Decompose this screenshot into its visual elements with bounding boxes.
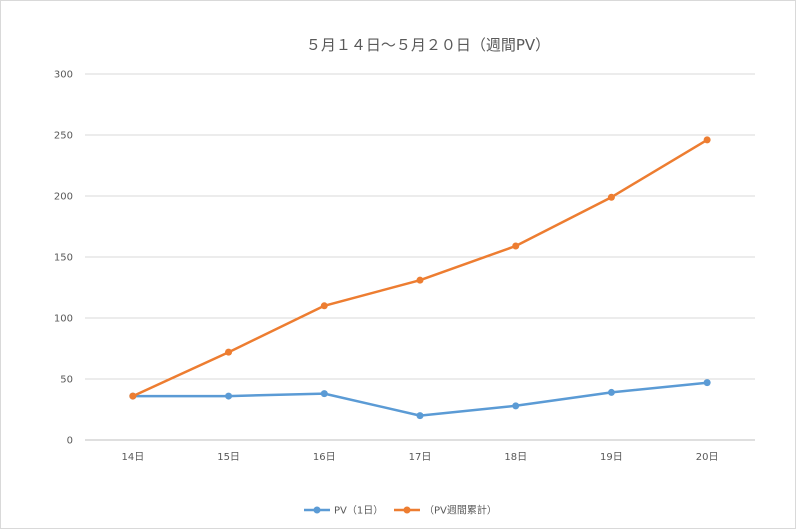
x-tick-label: 20日: [696, 452, 719, 463]
x-tick-label: 18日: [504, 452, 527, 463]
legend-label-2: （PV週間累計）: [424, 504, 497, 517]
axes: 0 50 100 150 200 250 300 14日 15日 16日 17日 18日 19日 20日: [54, 70, 755, 463]
series-2-point: [607, 193, 615, 201]
y-tick-label: 250: [54, 131, 73, 142]
series-1-point: [703, 379, 711, 387]
y-tick-label: 200: [54, 192, 73, 203]
x-tick-label: 17日: [409, 452, 432, 463]
series-2-point: [703, 136, 711, 144]
y-tick-label: 150: [54, 253, 73, 264]
series-2-point: [416, 276, 424, 284]
series-layer: [129, 136, 711, 420]
series-1-point: [416, 412, 424, 420]
series-1-point: [225, 392, 233, 400]
series-1-point: [607, 388, 615, 396]
series-2-point: [225, 348, 233, 356]
x-tick-label: 16日: [313, 452, 336, 463]
legend-marker-2: [403, 506, 411, 514]
series-2-point: [129, 392, 137, 400]
y-tick-label: 100: [54, 314, 73, 325]
y-tick-label: 0: [67, 436, 73, 447]
legend-marker-1: [313, 506, 321, 514]
legend-label-1: PV（1日）: [334, 505, 383, 517]
chart-title: ５月１４日～５月２０日（週間PV）: [306, 36, 550, 54]
series-line-2: [131, 138, 709, 398]
x-tick-label: 19日: [600, 452, 623, 463]
series-line-1: [131, 381, 709, 417]
series-1-point: [512, 402, 520, 410]
x-tick-label: 14日: [121, 452, 144, 463]
series-2-point: [512, 242, 520, 250]
series-2-point: [320, 302, 328, 310]
series-1-point: [320, 390, 328, 398]
x-tick-label: 15日: [217, 452, 240, 463]
y-tick-label: 50: [60, 375, 73, 386]
grid-lines: [85, 73, 755, 380]
y-tick-label: 300: [54, 70, 73, 81]
legend: PV（1日） （PV週間累計）: [304, 504, 497, 517]
